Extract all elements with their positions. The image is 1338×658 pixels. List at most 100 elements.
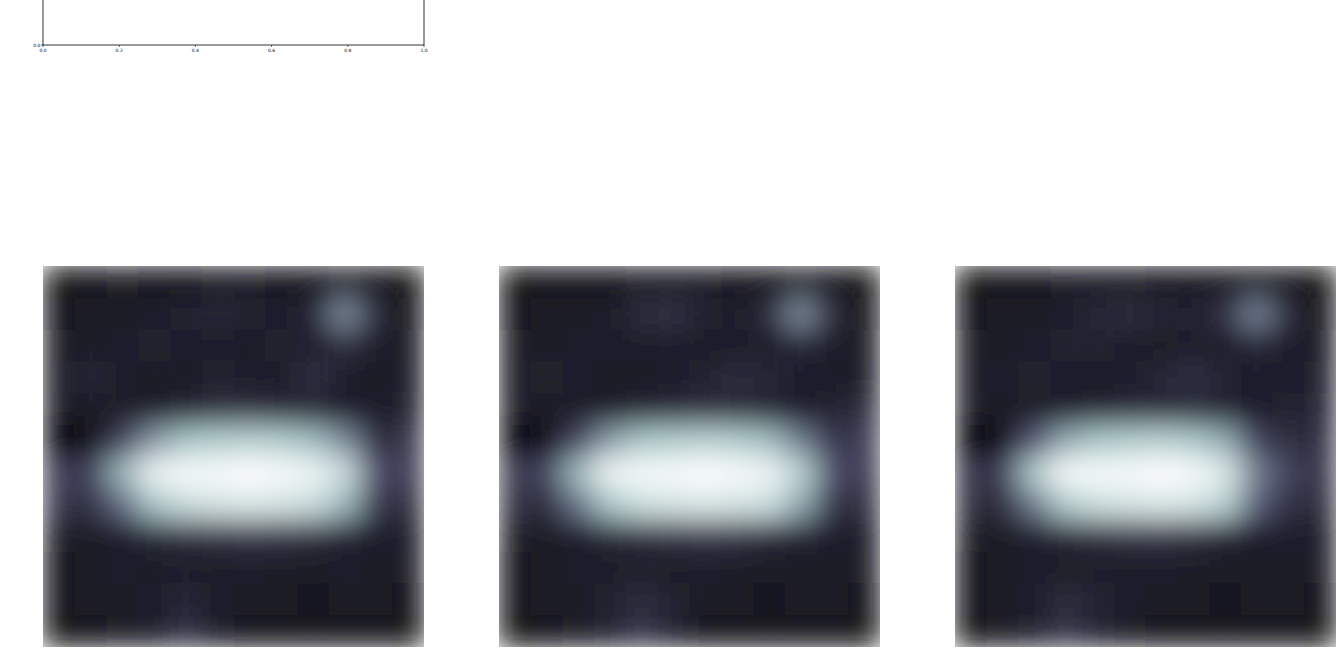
heat-cell xyxy=(785,361,817,393)
heat-cell xyxy=(329,457,361,489)
heat-cell xyxy=(75,330,107,362)
heat-cell xyxy=(563,615,595,647)
heat-cell xyxy=(987,361,1019,393)
heat-cell xyxy=(265,520,297,552)
heat-cell xyxy=(1050,330,1082,362)
heat-cell xyxy=(234,425,266,457)
heat-cell xyxy=(626,552,658,584)
heat-cell xyxy=(1304,552,1336,584)
heat-cell xyxy=(1273,393,1305,425)
heat-cell xyxy=(202,298,234,330)
heat-cell xyxy=(1019,425,1051,457)
heat-cell xyxy=(1082,361,1114,393)
heat-cell xyxy=(392,584,424,616)
heat-cell xyxy=(107,266,139,298)
heat-cell xyxy=(1019,552,1051,584)
heat-cell xyxy=(392,393,424,425)
heat-cell xyxy=(1304,615,1336,647)
heat-cell xyxy=(170,393,202,425)
heat-cell xyxy=(392,266,424,298)
heat-cell xyxy=(955,393,987,425)
heat-cell xyxy=(1273,552,1305,584)
heat-cell xyxy=(202,488,234,520)
heat-cell xyxy=(594,425,626,457)
heat-cell xyxy=(594,393,626,425)
heat-cell xyxy=(1177,488,1209,520)
heat-cell xyxy=(1209,266,1241,298)
heat-cell xyxy=(1177,393,1209,425)
heat-cell xyxy=(138,615,170,647)
heat-cell xyxy=(392,615,424,647)
heat-cell xyxy=(1146,488,1178,520)
heat-cell xyxy=(594,298,626,330)
heat-cell xyxy=(563,488,595,520)
heat-cell xyxy=(1273,330,1305,362)
heat-cell xyxy=(563,520,595,552)
heat-cell xyxy=(1209,361,1241,393)
heat-cell xyxy=(1146,298,1178,330)
heat-cell xyxy=(1146,457,1178,489)
heat-cell xyxy=(690,552,722,584)
heat-cell xyxy=(753,298,785,330)
heat-cell xyxy=(690,393,722,425)
heat-cell xyxy=(43,266,75,298)
heat-cell xyxy=(297,361,329,393)
heat-cell xyxy=(297,330,329,362)
heat-cell xyxy=(817,298,849,330)
heat-cell xyxy=(721,361,753,393)
heat-cell xyxy=(1177,266,1209,298)
heat-cell xyxy=(1050,584,1082,616)
heat-cell xyxy=(499,330,531,362)
heatmap-cells xyxy=(43,266,424,647)
heat-cell xyxy=(987,266,1019,298)
heat-cell xyxy=(817,488,849,520)
heat-cell xyxy=(690,298,722,330)
heat-cell xyxy=(75,361,107,393)
heat-cell xyxy=(1177,457,1209,489)
heat-cell xyxy=(170,361,202,393)
heat-cell xyxy=(43,615,75,647)
heat-cell xyxy=(499,393,531,425)
heat-cell xyxy=(1050,425,1082,457)
heat-cell xyxy=(848,552,880,584)
heat-cell xyxy=(594,615,626,647)
heat-cell xyxy=(658,266,690,298)
heat-cell xyxy=(1273,615,1305,647)
heat-cell xyxy=(987,393,1019,425)
heat-cell xyxy=(43,488,75,520)
heat-cell xyxy=(626,457,658,489)
heat-cell xyxy=(329,615,361,647)
heat-cell xyxy=(107,457,139,489)
heat-cell xyxy=(1304,488,1336,520)
heat-cell xyxy=(1114,266,1146,298)
heat-cell xyxy=(785,330,817,362)
heat-cell xyxy=(1177,298,1209,330)
heat-cell xyxy=(626,330,658,362)
x-tick-label: 1.0 xyxy=(420,48,427,53)
heat-cell xyxy=(1241,266,1273,298)
heatmap xyxy=(955,266,1336,647)
heat-cell xyxy=(1273,520,1305,552)
heat-cell xyxy=(848,393,880,425)
heat-cell xyxy=(1146,393,1178,425)
heat-cell xyxy=(1114,488,1146,520)
heat-cell xyxy=(138,330,170,362)
heat-cell xyxy=(1082,425,1114,457)
heat-cell xyxy=(1209,330,1241,362)
heat-cell xyxy=(1209,457,1241,489)
heat-cell xyxy=(1304,520,1336,552)
heat-cell xyxy=(75,457,107,489)
heat-cell xyxy=(43,361,75,393)
heat-cell xyxy=(690,520,722,552)
heat-cell xyxy=(234,552,266,584)
heat-cell xyxy=(721,457,753,489)
heat-cell xyxy=(721,520,753,552)
heat-cell xyxy=(1019,298,1051,330)
heat-cell xyxy=(1019,330,1051,362)
heat-cell xyxy=(1146,520,1178,552)
heat-cell xyxy=(594,552,626,584)
heat-cell xyxy=(955,298,987,330)
heat-cell xyxy=(107,615,139,647)
heat-cell xyxy=(1304,298,1336,330)
heat-cell xyxy=(43,552,75,584)
